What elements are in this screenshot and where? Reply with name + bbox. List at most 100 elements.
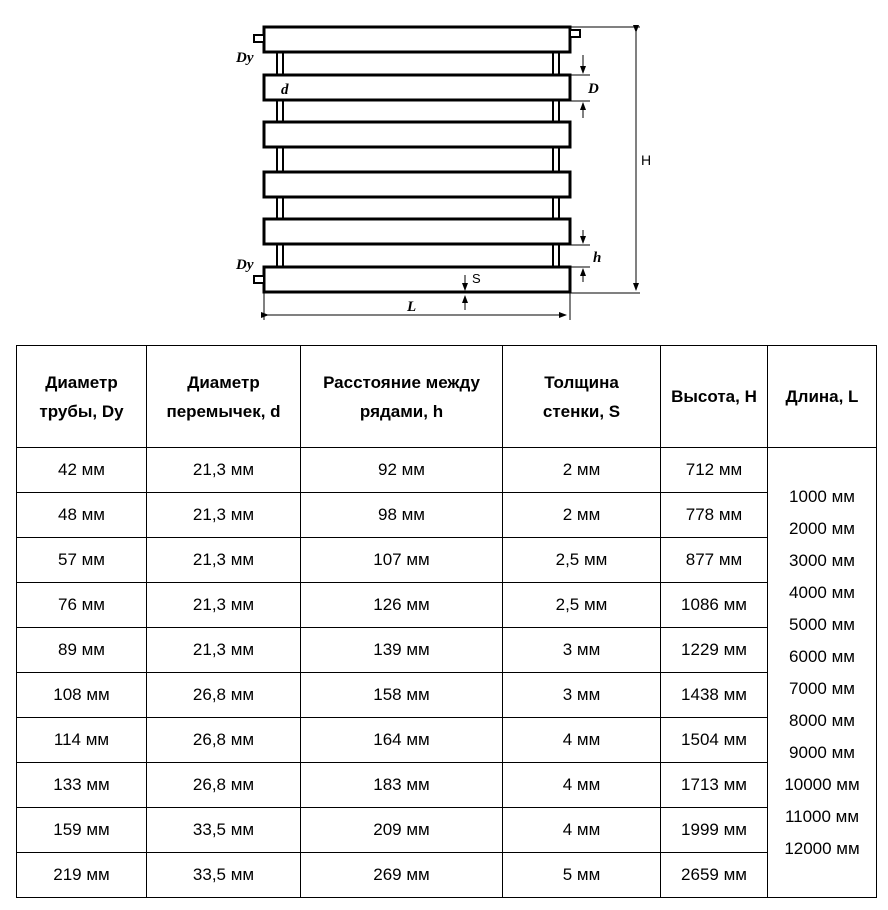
label-S: S	[472, 271, 481, 286]
table-cell: 89 мм	[16, 627, 147, 673]
length-option: 9000 мм	[789, 742, 855, 762]
table-row: 159 мм 33,5 мм 209 мм 4 мм 1999 мм	[16, 807, 877, 853]
length-option: 11000 мм	[784, 806, 860, 826]
header-text: Высота, H	[671, 387, 757, 406]
table-cell: 159 мм	[16, 807, 147, 853]
header-text: Расстояние между	[323, 372, 480, 392]
table-cell: 126 мм	[300, 582, 503, 628]
label-dy-bottom: Dy	[235, 257, 254, 273]
table-row: 219 мм 33,5 мм 269 мм 5 мм 2659 мм	[16, 852, 877, 898]
jumper-pipe	[552, 99, 560, 123]
table-cell: 2 мм	[502, 492, 661, 538]
table-cell: 3 мм	[502, 672, 661, 718]
table-cell: 33,5 мм	[146, 852, 301, 898]
jumper-pipe	[552, 146, 560, 173]
table-cell: 269 мм	[300, 852, 503, 898]
label-H: H	[641, 152, 651, 168]
length-option: 2000 мм	[789, 518, 855, 538]
table-cell: 21,3 мм	[146, 492, 301, 538]
table-cell: 21,3 мм	[146, 627, 301, 673]
length-option: 7000 мм	[789, 678, 855, 698]
table-cell: 21,3 мм	[146, 537, 301, 583]
table-cell: 139 мм	[300, 627, 503, 673]
table-cell: 778 мм	[660, 492, 768, 538]
table-cell: 57 мм	[16, 537, 147, 583]
header-text: трубы, Dy	[39, 401, 124, 421]
table-cell: 42 мм	[16, 447, 147, 493]
length-option: 4000 мм	[789, 582, 855, 602]
jumper-pipe	[276, 51, 284, 76]
table-row: 48 мм 21,3 мм 98 мм 2 мм 778 мм	[16, 492, 877, 538]
table-cell: 114 мм	[16, 717, 147, 763]
label-L: L	[406, 299, 416, 315]
register-pipe	[262, 170, 572, 199]
table-cell: 1504 мм	[660, 717, 768, 763]
table-cell: 26,8 мм	[146, 717, 301, 763]
header-text: Диаметр	[45, 372, 118, 392]
table-cell: 164 мм	[300, 717, 503, 763]
table-cell: 5 мм	[502, 852, 661, 898]
column-header: Диаметр перемычек, d	[146, 345, 301, 448]
table-cell: 2,5 мм	[502, 537, 661, 583]
table-cell: 48 мм	[16, 492, 147, 538]
label-D: D	[587, 81, 599, 97]
table-row: 133 мм 26,8 мм 183 мм 4 мм 1713 мм	[16, 762, 877, 808]
jumper-pipe	[552, 243, 560, 268]
jumper-pipe	[552, 51, 560, 76]
table-row: 89 мм 21,3 мм 139 мм 3 мм 1229 мм	[16, 627, 877, 673]
column-header: Расстояние между рядами, h	[300, 345, 503, 448]
table-cell: 1086 мм	[660, 582, 768, 628]
table-row: 76 мм 21,3 мм 126 мм 2,5 мм 1086 мм	[16, 582, 877, 628]
label-dy-top: Dy	[235, 50, 254, 66]
table-cell: 2659 мм	[660, 852, 768, 898]
table-cell: 2,5 мм	[502, 582, 661, 628]
table-cell: 108 мм	[16, 672, 147, 718]
register-pipe	[262, 120, 572, 149]
table-cell: 26,8 мм	[146, 762, 301, 808]
table-cell: 2 мм	[502, 447, 661, 493]
table-cell: 712 мм	[660, 447, 768, 493]
header-text: стенки, S	[542, 401, 621, 421]
radiator-register-diagram: Dy Dy d D H h S L	[235, 25, 651, 320]
register-pipe	[262, 265, 572, 294]
table-cell: 1438 мм	[660, 672, 768, 718]
register-pipe	[262, 217, 572, 246]
inlet-nozzle	[253, 275, 265, 284]
table-row: 108 мм 26,8 мм 158 мм 3 мм 1438 мм	[16, 672, 877, 718]
header-text: Длина, L	[785, 387, 859, 406]
length-option: 10000 мм	[784, 774, 860, 794]
length-option: 12000 мм	[784, 838, 860, 858]
header-text: перемычек, d	[166, 401, 281, 421]
table-cell: 76 мм	[16, 582, 147, 628]
table-cell: 158 мм	[300, 672, 503, 718]
header-text: Толщина	[544, 372, 619, 392]
table-cell: 4 мм	[502, 807, 661, 853]
length-option: 5000 мм	[789, 614, 855, 634]
column-header: Диаметр трубы, Dy	[16, 345, 147, 448]
table-cell: 21,3 мм	[146, 582, 301, 628]
table-cell: 219 мм	[16, 852, 147, 898]
column-header: Длина, L	[767, 345, 877, 448]
column-header: Толщина стенки, S	[502, 345, 661, 448]
table-row: 57 мм 21,3 мм 107 мм 2,5 мм 877 мм	[16, 537, 877, 583]
jumper-pipe	[276, 146, 284, 173]
outlet-nozzle	[569, 29, 581, 38]
table-cell: 4 мм	[502, 717, 661, 763]
table-cell: 4 мм	[502, 762, 661, 808]
header-text: рядами, h	[359, 401, 444, 421]
table-cell: 209 мм	[300, 807, 503, 853]
table-cell: 107 мм	[300, 537, 503, 583]
length-option: 1000 мм	[789, 486, 855, 506]
jumper-pipe	[276, 243, 284, 268]
jumper-pipe	[276, 196, 284, 220]
register-pipe	[262, 73, 572, 102]
register-pipe	[262, 25, 572, 54]
table-row: 114 мм 26,8 мм 164 мм 4 мм 1504 мм	[16, 717, 877, 763]
column-header: Высота, H	[660, 345, 768, 448]
register-dimensions-table: Диаметр трубы, Dy Диаметр перемычек, d Расст…	[16, 345, 877, 898]
jumper-pipe	[552, 196, 560, 220]
inlet-nozzle	[253, 34, 265, 43]
length-option: 3000 мм	[789, 550, 855, 570]
table-cell: 33,5 мм	[146, 807, 301, 853]
table-cell: 3 мм	[502, 627, 661, 673]
